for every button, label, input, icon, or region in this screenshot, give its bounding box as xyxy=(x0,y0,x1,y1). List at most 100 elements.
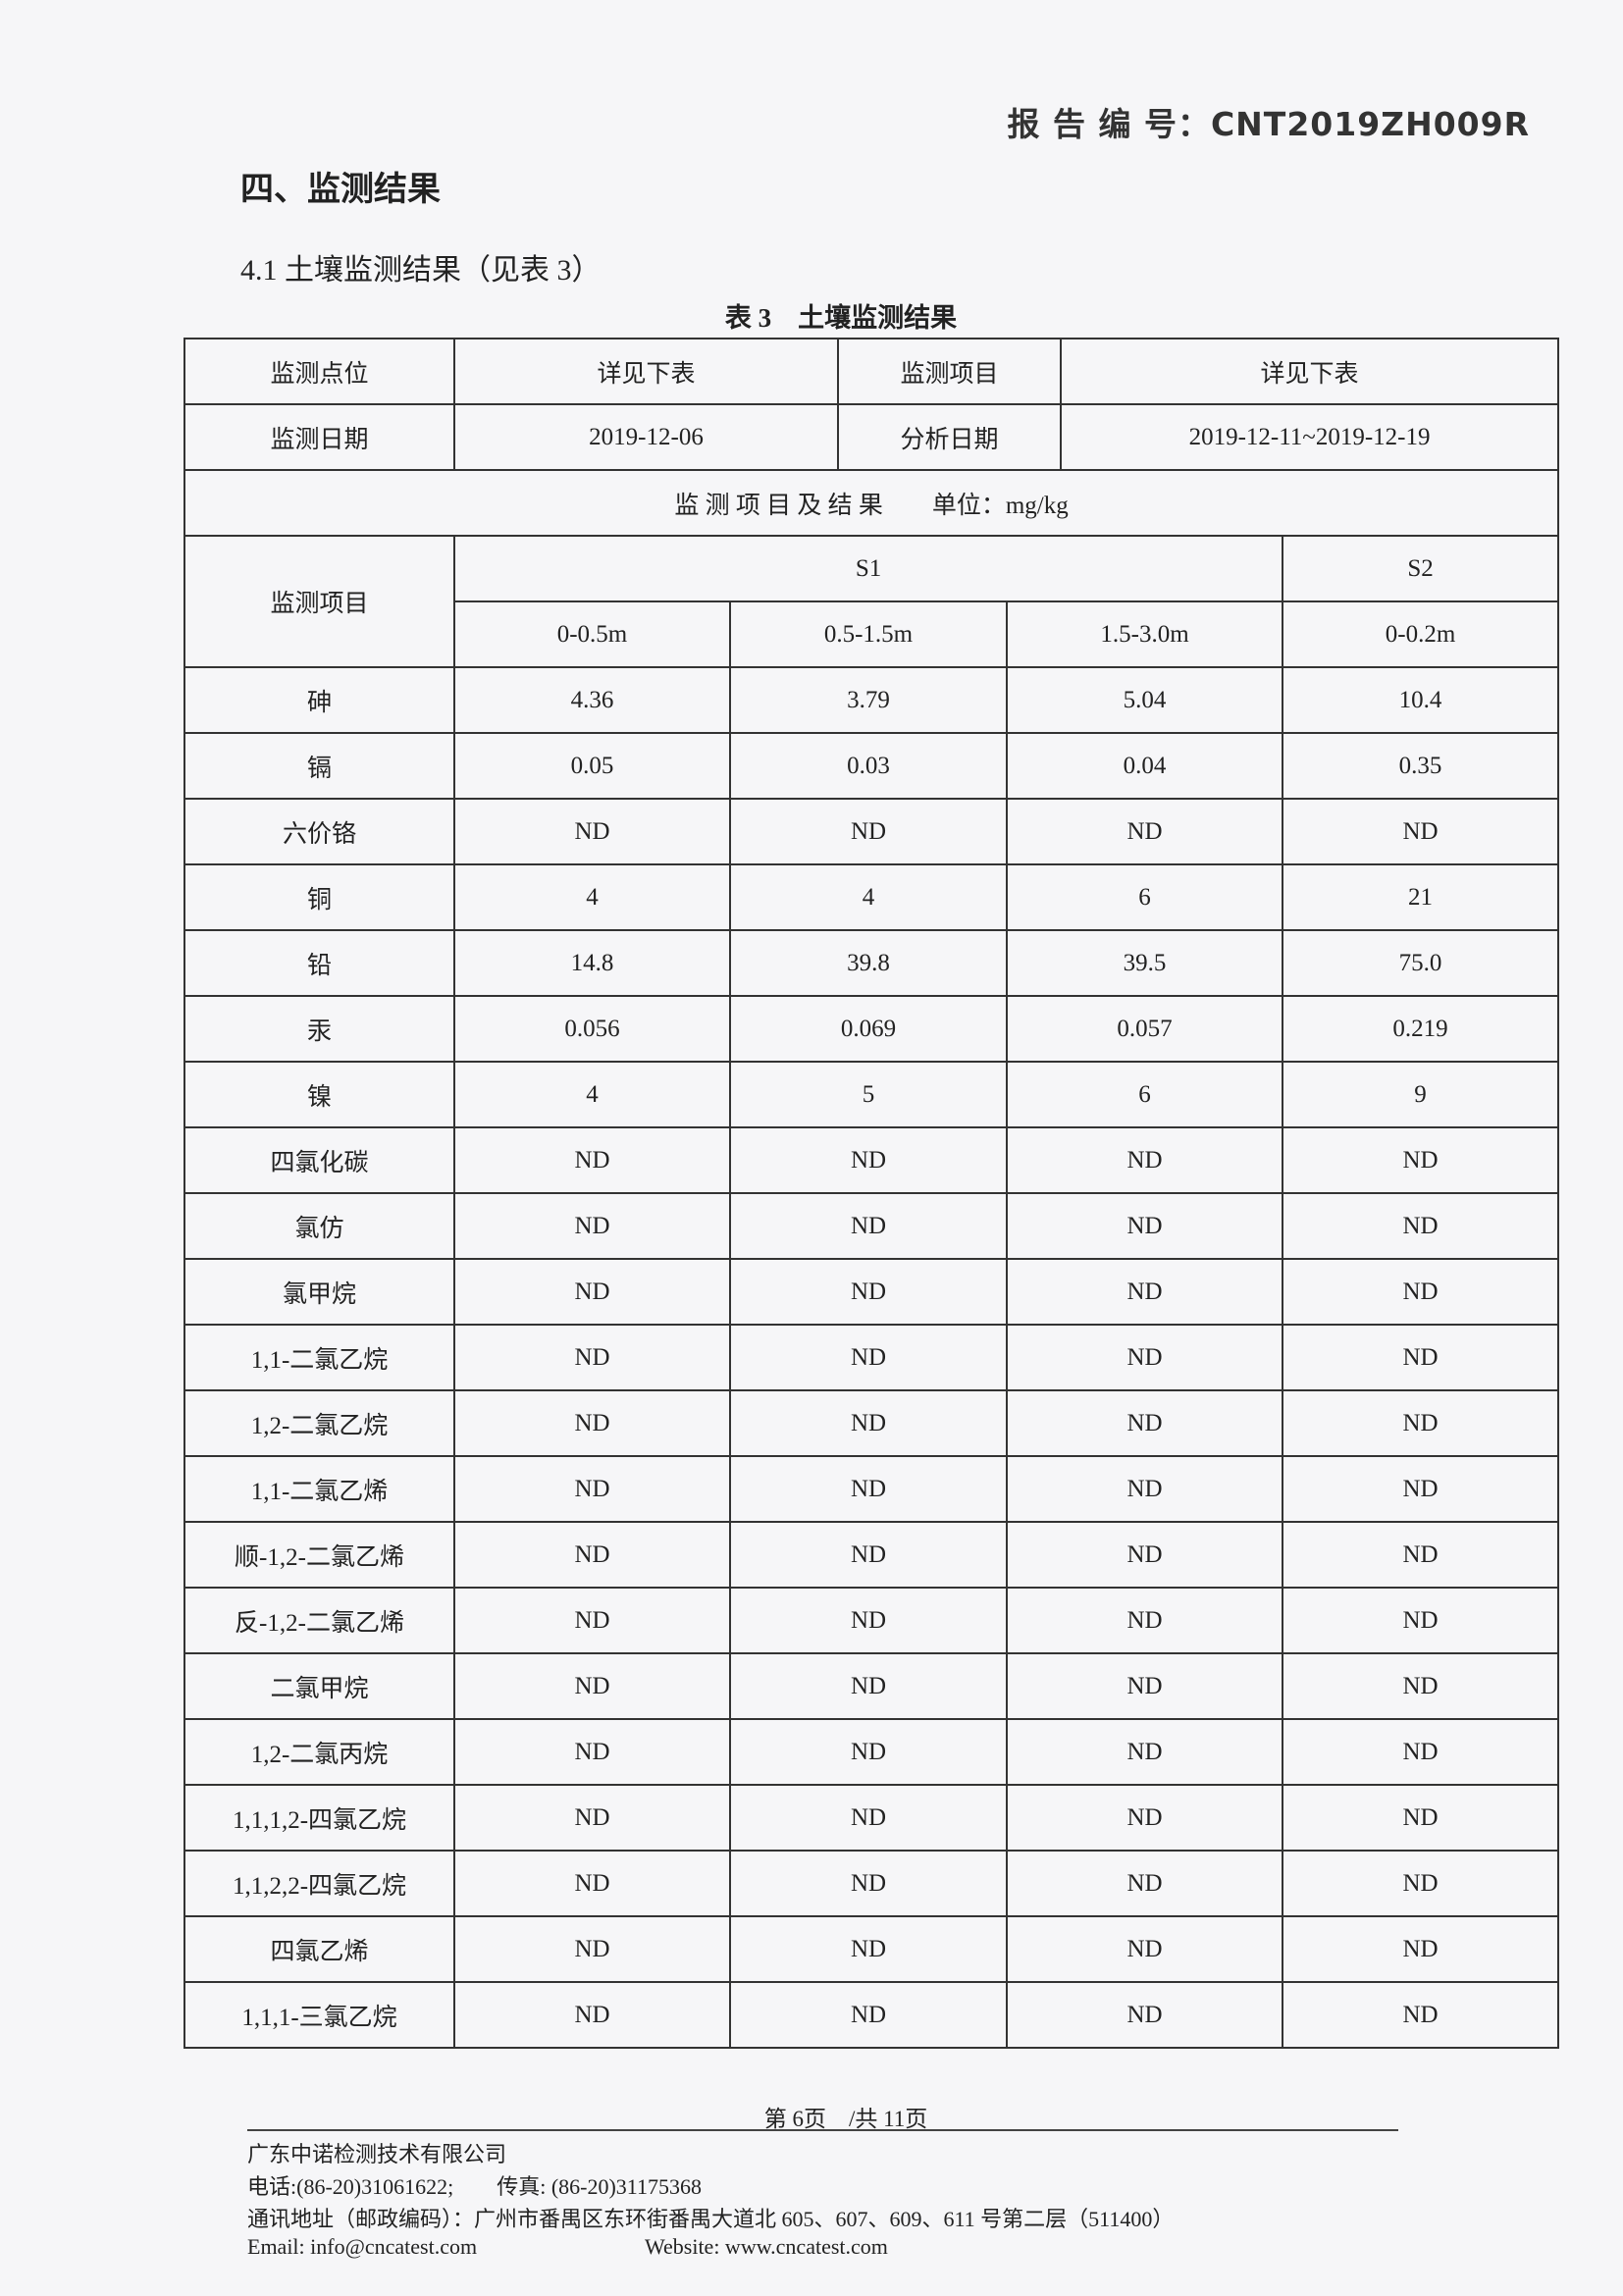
result-value: 10.4 xyxy=(1282,666,1560,734)
results-heading: 监 测 项 目 及 结 果 单位：mg/kg xyxy=(183,469,1560,537)
phone-fax: 电话:(86-20)31061622; 传真: (86-20)31175368 xyxy=(247,2174,702,2199)
result-value: ND xyxy=(1282,1784,1560,1852)
site-header-row: 监测项目 S1 S2 xyxy=(183,535,1560,668)
result-value: ND xyxy=(453,1455,731,1523)
result-value: ND xyxy=(1006,1850,1284,1917)
result-value: ND xyxy=(1282,1126,1560,1194)
item-name: 1,2-二氯丙烷 xyxy=(183,1718,455,1786)
result-value: ND xyxy=(728,1389,1009,1457)
result-value: ND xyxy=(1282,1192,1560,1260)
item-name: 氯甲烷 xyxy=(183,1258,455,1326)
result-value: ND xyxy=(728,1455,1009,1523)
result-value: ND xyxy=(1282,1587,1560,1654)
item-name: 汞 xyxy=(183,995,455,1063)
depth-header: 0-0.5m xyxy=(453,600,731,668)
report-number: 报 告 编 号：CNT2019ZH009R xyxy=(1007,105,1530,143)
result-value: ND xyxy=(453,1981,731,2049)
s1-header: S1 xyxy=(452,535,1284,602)
result-value: ND xyxy=(1006,1784,1284,1852)
result-value: 0.35 xyxy=(1282,732,1560,800)
result-value: ND xyxy=(453,1850,731,1917)
result-value: ND xyxy=(1282,1389,1560,1457)
depth-header: 0.5-1.5m xyxy=(728,600,1009,668)
result-value: ND xyxy=(1282,1258,1560,1326)
result-value: ND xyxy=(1282,1521,1560,1589)
result-value: ND xyxy=(728,1324,1009,1391)
result-value: ND xyxy=(453,1784,731,1852)
result-value: ND xyxy=(728,798,1009,865)
item-name: 氯仿 xyxy=(183,1192,455,1260)
table-row: 1,1,1,2-四氯乙烷 ND ND ND ND xyxy=(183,1784,1560,1852)
footer-divider xyxy=(247,2129,1398,2131)
item-name: 1,1-二氯乙烷 xyxy=(183,1324,455,1391)
item-name: 铅 xyxy=(183,929,455,997)
result-value: 9 xyxy=(1282,1061,1560,1128)
result-value: ND xyxy=(1006,1521,1284,1589)
result-value: 6 xyxy=(1006,1061,1284,1128)
result-value: 4.36 xyxy=(453,666,731,734)
result-value: ND xyxy=(1006,1981,1284,2049)
result-value: 0.056 xyxy=(453,995,731,1063)
result-value: ND xyxy=(1282,1455,1560,1523)
results-heading-row: 监 测 项 目 及 结 果 单位：mg/kg xyxy=(183,469,1560,537)
result-value: ND xyxy=(453,1718,731,1786)
result-value: 3.79 xyxy=(728,666,1009,734)
result-value: ND xyxy=(1006,1587,1284,1654)
company-name: 广东中诺检测技术有限公司 xyxy=(247,2142,507,2166)
item-name: 1,1-二氯乙烯 xyxy=(183,1455,455,1523)
result-value: ND xyxy=(1006,1389,1284,1457)
table-row: 反-1,2-二氯乙烯 ND ND ND ND xyxy=(183,1587,1560,1654)
table-row: 1,2-二氯乙烷 ND ND ND ND xyxy=(183,1389,1560,1457)
result-value: 4 xyxy=(728,863,1009,931)
result-value: ND xyxy=(728,1587,1009,1654)
result-value: 0.219 xyxy=(1282,995,1560,1063)
item-name: 六价铬 xyxy=(183,798,455,865)
result-value: ND xyxy=(1282,1652,1560,1720)
result-value: ND xyxy=(453,1652,731,1720)
result-value: 21 xyxy=(1282,863,1560,931)
result-value: ND xyxy=(1006,1652,1284,1720)
result-value: 0.069 xyxy=(728,995,1009,1063)
result-value: ND xyxy=(1282,1981,1560,2049)
result-value: 4 xyxy=(453,1061,731,1128)
item-name: 1,1,2,2-四氯乙烷 xyxy=(183,1850,455,1917)
table-row: 二氯甲烷 ND ND ND ND xyxy=(183,1652,1560,1720)
item-value: 详见下表 xyxy=(1060,338,1560,405)
table-row: 1,2-二氯丙烷 ND ND ND ND xyxy=(183,1718,1560,1786)
table-row: 铅 14.8 39.8 39.5 75.0 xyxy=(183,929,1560,997)
item-name: 铜 xyxy=(183,863,455,931)
table-caption: 表 3 土壤监测结果 xyxy=(724,303,958,333)
table-row: 四氯化碳 ND ND ND ND xyxy=(183,1126,1560,1194)
item-name: 镉 xyxy=(183,732,455,800)
result-value: ND xyxy=(728,1718,1009,1786)
item-name: 1,2-二氯乙烷 xyxy=(183,1389,455,1457)
date-label: 监测日期 xyxy=(183,403,455,471)
date-row: 监测日期 2019-12-06 分析日期 2019-12-11~2019-12-… xyxy=(183,403,1560,471)
table-row: 1,1-二氯乙烷 ND ND ND ND xyxy=(183,1324,1560,1391)
analysis-value: 2019-12-11~2019-12-19 xyxy=(1060,403,1560,471)
result-value: ND xyxy=(1006,798,1284,865)
table-row: 四氯乙烯 ND ND ND ND xyxy=(183,1915,1560,1983)
page-number: 第 6页 /共 11页 xyxy=(763,2107,928,2131)
result-value: ND xyxy=(1006,1126,1284,1194)
result-value: ND xyxy=(453,1126,731,1194)
result-value: 39.5 xyxy=(1006,929,1284,997)
result-value: ND xyxy=(728,1126,1009,1194)
subsection-title: 4.1 土壤监测结果（见表 3） xyxy=(240,254,602,287)
result-value: ND xyxy=(728,1652,1009,1720)
result-value: ND xyxy=(1006,1192,1284,1260)
result-value: ND xyxy=(728,1784,1009,1852)
item-label: 监测项目 xyxy=(837,338,1063,405)
result-value: ND xyxy=(1282,1850,1560,1917)
table-row: 砷 4.36 3.79 5.04 10.4 xyxy=(183,666,1560,734)
result-value: 4 xyxy=(453,863,731,931)
soil-results-table: 监测点位 详见下表 监测项目 详见下表 监测日期 2019-12-06 分析日期… xyxy=(183,338,1560,2049)
item-name: 顺-1,2-二氯乙烯 xyxy=(183,1521,455,1589)
result-value: 0.057 xyxy=(1006,995,1284,1063)
result-value: 14.8 xyxy=(453,929,731,997)
result-value: ND xyxy=(1282,1718,1560,1786)
result-value: ND xyxy=(453,1915,731,1983)
item-name: 砷 xyxy=(183,666,455,734)
result-value: ND xyxy=(728,1915,1009,1983)
result-value: 6 xyxy=(1006,863,1284,931)
